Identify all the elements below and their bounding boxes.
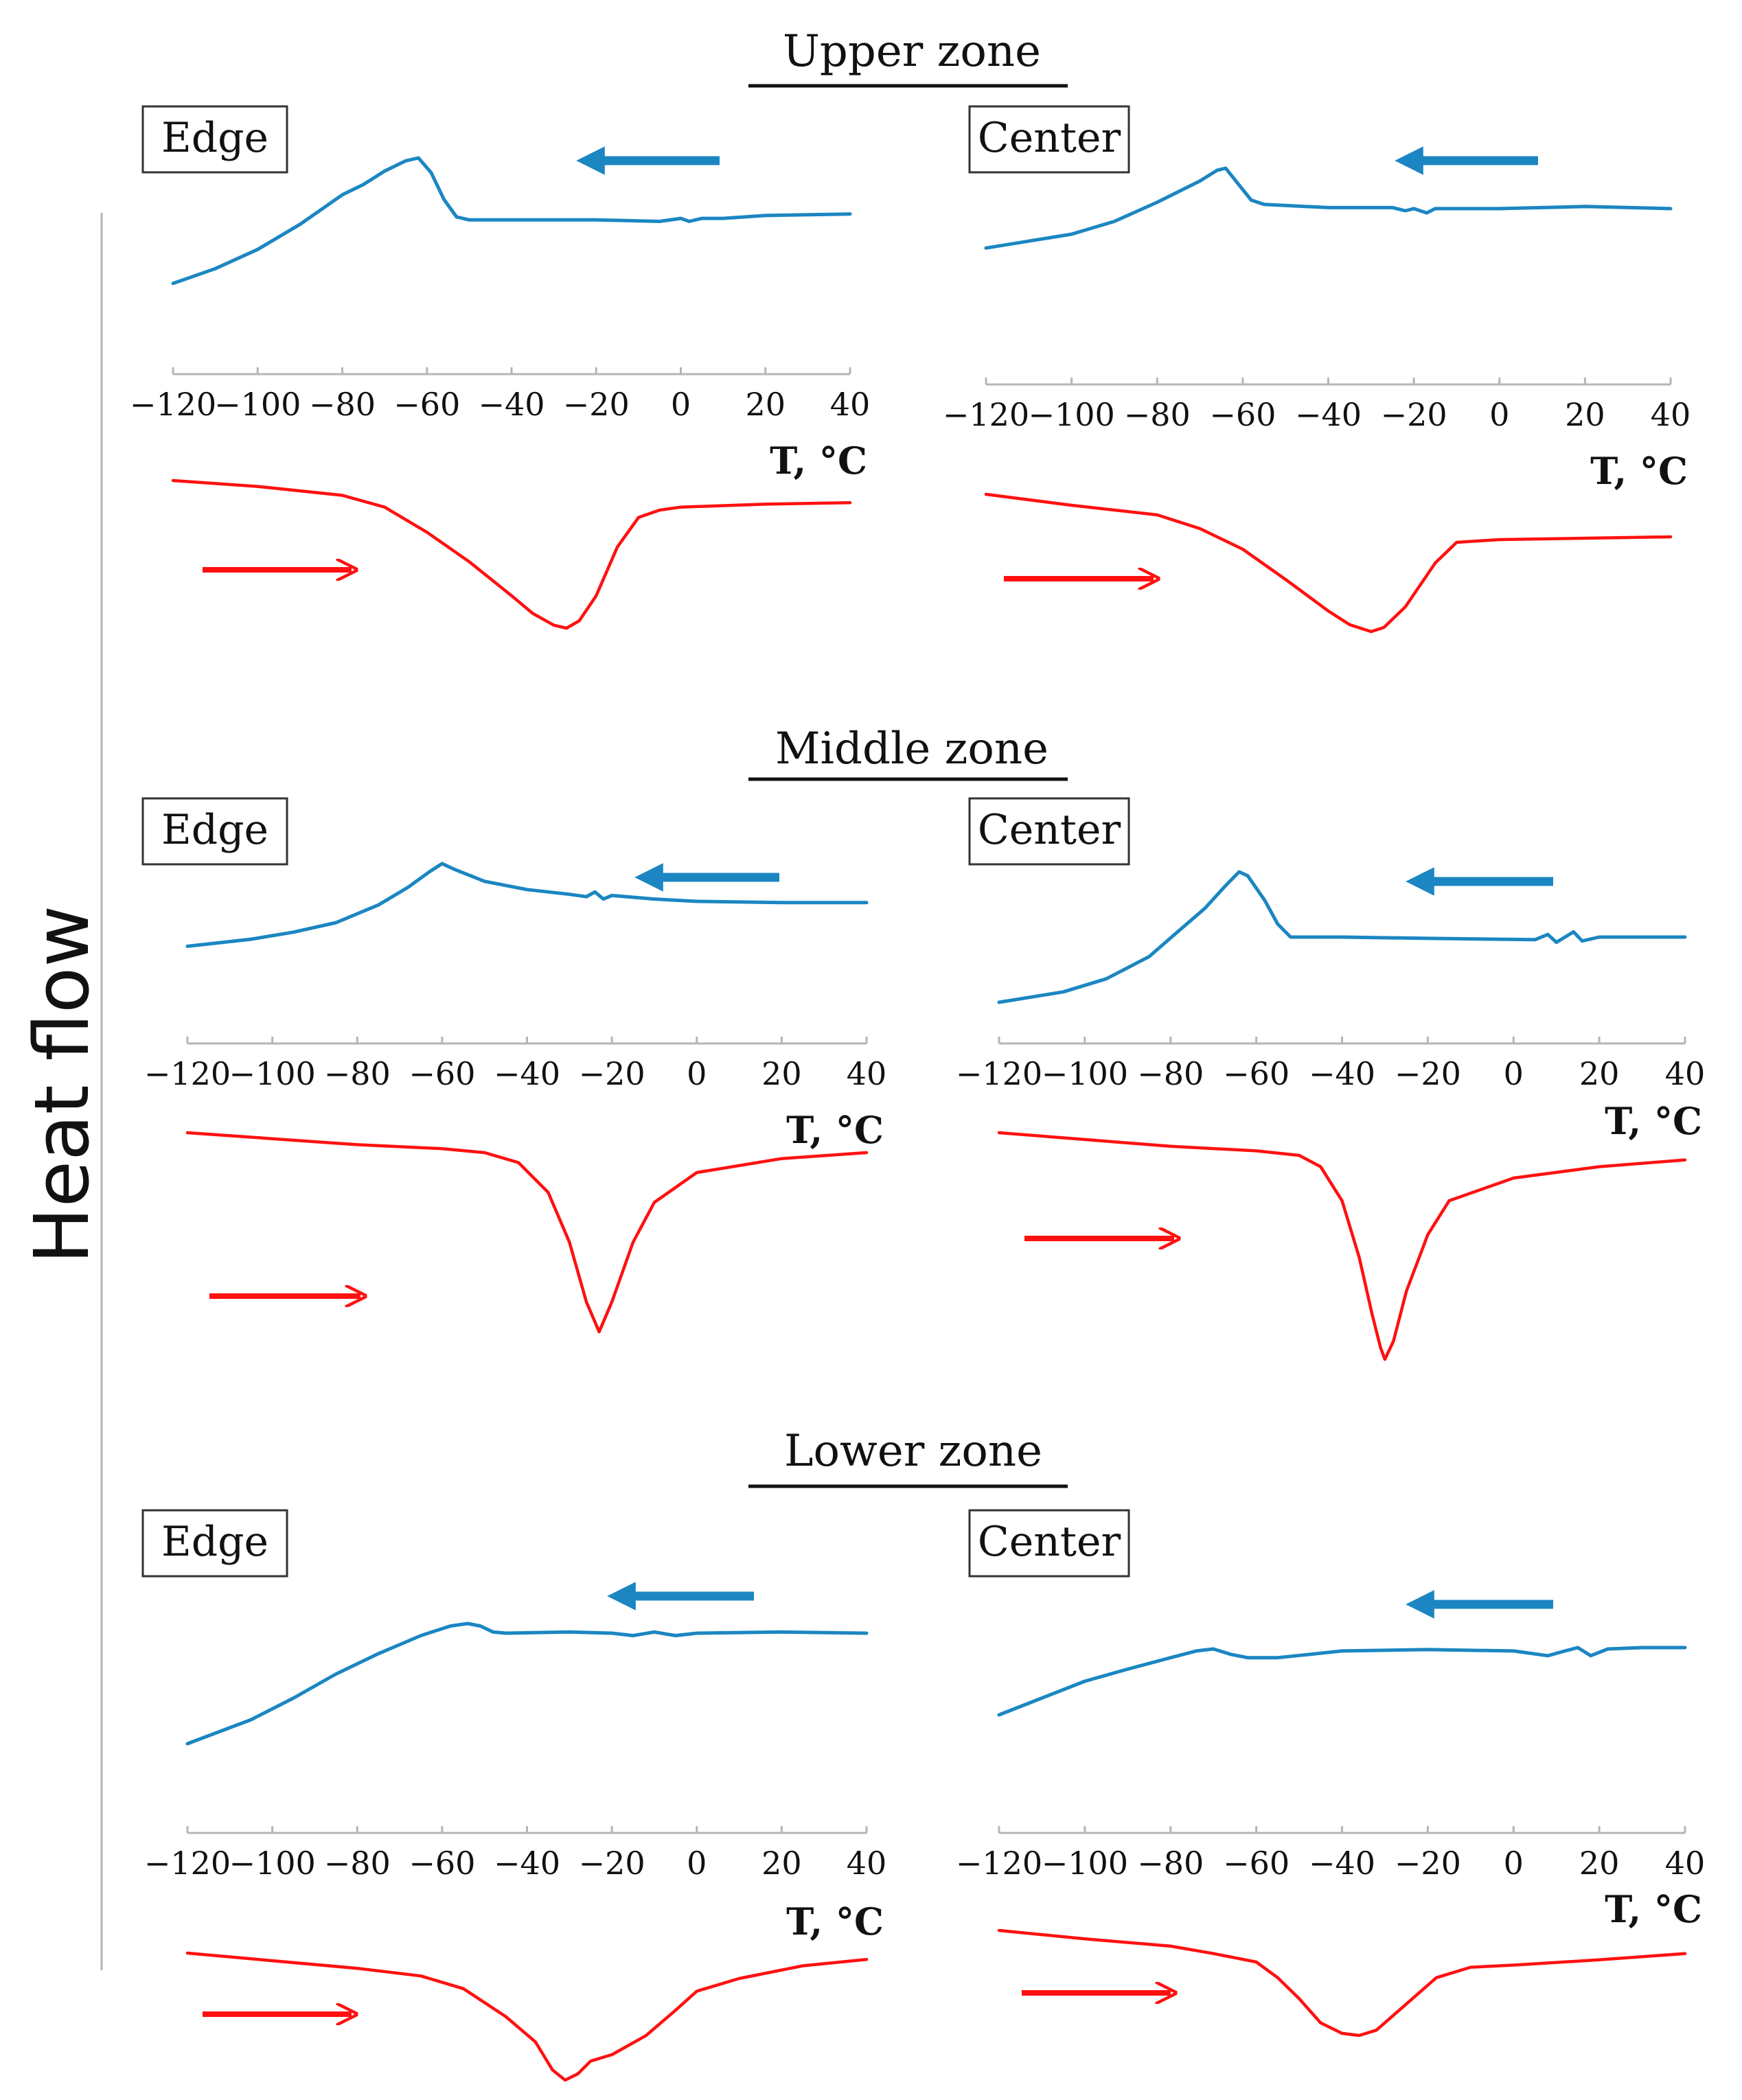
x-tick-label: 40 [1651, 396, 1691, 433]
x-tick-label: −20 [579, 1845, 645, 1882]
panel-label: Center [978, 1518, 1121, 1566]
x-tick-label: −80 [1124, 396, 1191, 433]
cooling-curve [185, 1622, 869, 1746]
panel-label: Edge [161, 806, 268, 854]
x-tick-label: −120 [956, 1055, 1042, 1092]
x-tick-label: 40 [847, 1055, 887, 1092]
x-tick-label: −40 [494, 1055, 560, 1092]
x-tick-label: 0 [1504, 1055, 1524, 1092]
x-tick-label: −80 [324, 1845, 391, 1882]
x-tick-label: 0 [687, 1055, 707, 1092]
x-tick-label: −120 [956, 1845, 1042, 1882]
cooling-curve [984, 166, 1673, 250]
x-tick-label: −20 [1395, 1845, 1461, 1882]
panel-label-box [141, 1509, 288, 1578]
cooling-curve [171, 156, 852, 286]
x-tick-label: −60 [409, 1845, 475, 1882]
cooling-curve [997, 1646, 1687, 1717]
x-tick-label: 20 [761, 1845, 802, 1882]
panel-label-box [141, 105, 288, 174]
x-tick-label: 0 [687, 1845, 707, 1882]
heating-curve [984, 492, 1673, 634]
x-tick-label: 0 [1489, 396, 1509, 433]
x-axis-label: T, °C [1590, 449, 1688, 493]
x-tick-label: −20 [579, 1055, 645, 1092]
panel-label: Edge [161, 1518, 268, 1566]
x-tick-label: −80 [1137, 1845, 1204, 1882]
panel-label: Center [978, 806, 1121, 854]
panel-label-box [968, 105, 1130, 174]
x-tick-label: −40 [494, 1845, 560, 1882]
x-tick-label: −40 [478, 386, 545, 423]
x-axis-label: T, °C [1605, 1099, 1702, 1143]
heating-curve [171, 478, 852, 630]
x-tick-label: −40 [1295, 396, 1362, 433]
x-tick-label: 20 [1579, 1845, 1620, 1882]
x-tick-label: 20 [1579, 1055, 1620, 1092]
x-tick-label: −20 [563, 386, 630, 423]
x-tick-label: −80 [1137, 1055, 1204, 1092]
x-tick-label: −100 [229, 1055, 315, 1092]
x-tick-label: −40 [1309, 1055, 1375, 1092]
x-tick-label: −60 [1223, 1055, 1290, 1092]
chart-panel-4: Center −120−100 −80 −60 −40 −20 0 20 40 T, °C [956, 797, 1706, 1361]
heat-flow-label: Heat flow [18, 905, 106, 1264]
x-tick-label: −100 [229, 1845, 315, 1882]
panel-label: Edge [161, 114, 268, 162]
x-tick-label: −120 [943, 396, 1029, 433]
x-tick-label: 20 [1565, 396, 1605, 433]
x-axis-label: T, °C [770, 439, 867, 483]
x-tick-label: −120 [130, 386, 216, 423]
zone-title: Lower zone [784, 1426, 1042, 1477]
zone-title: Middle zone [775, 724, 1048, 774]
x-tick-label: 20 [745, 386, 786, 423]
chart-panel-2: Center −120−100 −80 −60 −40 −20 0 20 40 T, °C [943, 105, 1691, 634]
heating-curve [997, 1131, 1687, 1361]
cooling-curve [997, 870, 1687, 1004]
x-axis-label: T, °C [786, 1900, 884, 1943]
x-tick-label: 40 [1665, 1845, 1706, 1882]
x-tick-label: 40 [830, 386, 871, 423]
x-tick-label: 0 [1504, 1845, 1524, 1882]
panel-label-box [141, 797, 288, 866]
x-tick-label: −20 [1395, 1055, 1461, 1092]
panel-label-box [968, 797, 1130, 866]
heating-curve [185, 1951, 869, 2082]
x-tick-label: −120 [144, 1845, 231, 1882]
heating-curve [185, 1131, 869, 1334]
x-axis-label: T, °C [786, 1108, 884, 1152]
x-tick-label: 40 [847, 1845, 887, 1882]
panel-label: Center [978, 114, 1121, 162]
x-tick-label: −80 [324, 1055, 391, 1092]
x-tick-label: −20 [1381, 396, 1447, 433]
x-tick-label: −80 [309, 386, 376, 423]
x-tick-label: −120 [144, 1055, 231, 1092]
x-tick-label: 20 [761, 1055, 802, 1092]
x-tick-label: −60 [1223, 1845, 1290, 1882]
x-tick-label: 0 [671, 386, 691, 423]
heating-curve [997, 1928, 1687, 2038]
x-axis-label: T, °C [1605, 1887, 1702, 1931]
x-tick-label: −60 [409, 1055, 475, 1092]
x-tick-label: 40 [1665, 1055, 1706, 1092]
zone-title: Upper zone [783, 26, 1041, 77]
x-tick-label: −60 [1209, 396, 1276, 433]
x-tick-label: −100 [1042, 1055, 1128, 1092]
chart-panel-6: Center −120−100 −80 −60 −40 −20 0 20 40 T, °C [956, 1509, 1706, 2038]
x-tick-label: −100 [1028, 396, 1114, 433]
x-tick-label: −60 [393, 386, 460, 423]
x-tick-label: −40 [1309, 1845, 1375, 1882]
x-tick-label: −100 [214, 386, 301, 423]
panel-label-box [968, 1509, 1130, 1578]
x-tick-label: −100 [1042, 1845, 1128, 1882]
cooling-curve [185, 862, 869, 948]
